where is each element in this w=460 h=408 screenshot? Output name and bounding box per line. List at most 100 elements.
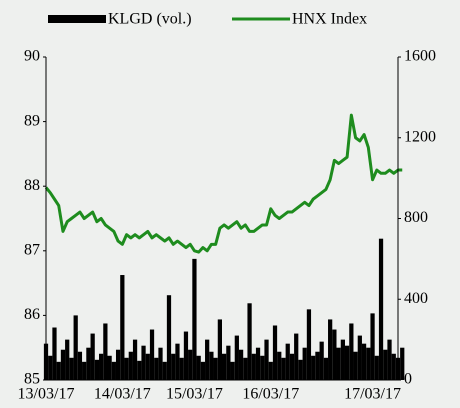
x-tick-label: 14/03/17 — [94, 386, 151, 403]
volume-bar — [128, 351, 133, 380]
volume-bar — [391, 353, 396, 380]
volume-bar — [306, 309, 312, 380]
index-line — [44, 113, 403, 254]
volume-bar — [200, 361, 206, 380]
volume-bar — [230, 361, 235, 380]
volume-bar — [99, 353, 104, 380]
y-tick-label: 88 — [24, 177, 40, 194]
volume-bar — [111, 361, 116, 380]
volume-bar — [217, 319, 222, 380]
volume-bar — [175, 343, 180, 380]
volume-bar — [188, 349, 193, 380]
volume-bar — [251, 353, 256, 380]
volume-bar — [158, 347, 163, 380]
volume-bar — [340, 339, 345, 380]
y-tick-label: 85 — [24, 371, 40, 388]
volume-bar — [183, 331, 189, 380]
volume-bar — [56, 361, 61, 380]
volume-bar — [179, 357, 184, 380]
volume-bar — [294, 333, 299, 380]
volume-bar — [132, 339, 138, 380]
volume-bar — [65, 339, 70, 380]
x-tick-label: 16/03/17 — [242, 386, 299, 403]
volume-bar — [154, 357, 159, 380]
volume-bar — [264, 339, 269, 380]
y-tick-label: 86 — [24, 306, 40, 323]
volume-bar — [285, 343, 290, 380]
volume-bar — [277, 351, 282, 380]
y2-tick-label: 1600 — [404, 48, 436, 65]
volume-bar — [52, 327, 57, 380]
volume-bar — [226, 345, 231, 380]
volume-bar — [370, 313, 375, 380]
volume-bar — [69, 357, 74, 380]
y2-tick-label: 400 — [404, 290, 428, 307]
volume-bar — [137, 360, 142, 380]
volume-bar — [374, 355, 379, 380]
volume-bar — [268, 361, 273, 380]
volume-bar — [361, 343, 367, 380]
volume-bar — [234, 335, 239, 380]
volume-bar — [243, 357, 248, 380]
volume-bar — [366, 347, 371, 380]
volume-bar — [86, 347, 91, 380]
x-tick-label: 17/03/17 — [344, 386, 401, 403]
legend-swatch — [48, 15, 106, 23]
volume-bar — [315, 351, 320, 380]
volume-bar — [311, 355, 316, 380]
volume-bar — [103, 323, 108, 380]
volume-bar — [196, 355, 201, 380]
volume-bar — [141, 345, 146, 380]
volume-bar — [387, 339, 392, 380]
volume-bar — [328, 319, 333, 380]
volume-bar — [302, 347, 307, 380]
volume-bar — [90, 333, 95, 380]
volume-bar — [166, 295, 172, 380]
volume-bar — [357, 335, 362, 380]
volume-bar — [319, 341, 324, 380]
volume-bar — [48, 355, 53, 380]
volume-bar — [73, 315, 78, 380]
volume-bar — [192, 258, 197, 380]
x-tick-label: 15/03/17 — [166, 386, 223, 403]
volume-bar — [353, 351, 358, 380]
volume-bar — [247, 303, 252, 380]
legend-label: HNX Index — [292, 11, 367, 28]
volume-bar — [77, 351, 83, 380]
x-tick-label: 13/03/17 — [18, 386, 75, 403]
volume-bar — [120, 275, 125, 380]
volume-bar — [162, 361, 167, 380]
legend-label: KLGD (vol.) — [108, 11, 192, 28]
volume-bar — [107, 355, 112, 380]
volume-bar — [213, 357, 218, 380]
y2-tick-label: 800 — [404, 209, 428, 226]
volume-bar — [115, 349, 121, 380]
volume-bar — [260, 355, 265, 380]
volume-bar — [149, 329, 155, 380]
volume-bar — [332, 329, 337, 380]
y-tick-label: 90 — [24, 48, 40, 65]
volume-bar — [400, 347, 405, 380]
volume-bar — [289, 353, 295, 380]
volume-bar — [222, 353, 227, 380]
volume-bar — [82, 361, 87, 380]
volume-bar — [205, 339, 210, 380]
y2-tick-label: 1200 — [404, 128, 436, 145]
y-tick-label: 87 — [24, 241, 40, 258]
volume-bar — [323, 357, 329, 380]
volume-bar — [336, 347, 341, 380]
volume-bar — [344, 345, 350, 380]
volume-bar — [124, 357, 129, 380]
volume-bar — [298, 359, 303, 380]
volume-bar — [272, 325, 278, 380]
volume-bar — [238, 349, 244, 380]
volume-bar — [60, 349, 66, 380]
volume-bar — [94, 359, 100, 380]
volume-bar — [383, 349, 388, 380]
y-tick-label: 89 — [24, 112, 40, 129]
volume-bar — [255, 347, 261, 380]
volume-bar — [171, 353, 176, 380]
volume-bar — [349, 323, 354, 380]
volume-bar — [281, 357, 286, 380]
